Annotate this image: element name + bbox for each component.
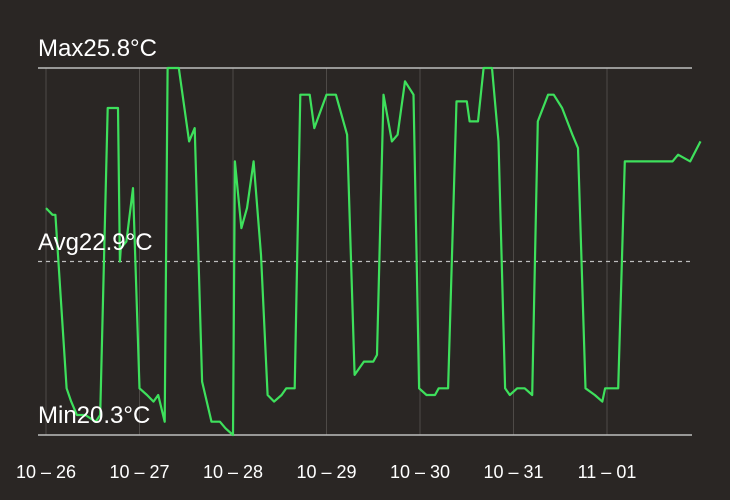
grid-lines xyxy=(45,68,608,435)
x-tick-label: 10 – 27 xyxy=(109,462,169,482)
x-tick-label: 10 – 28 xyxy=(203,462,263,482)
x-tick-label: 10 – 31 xyxy=(483,462,543,482)
x-tick-label: 10 – 29 xyxy=(296,462,356,482)
temperature-series-line xyxy=(45,66,702,437)
x-tick-label: 11 – 01 xyxy=(578,462,637,482)
avg-label: Avg22.9°C xyxy=(38,229,153,256)
max-label: Max25.8°C xyxy=(38,35,157,62)
min-label: Min20.3°C xyxy=(38,402,150,429)
x-tick-label: 10 – 30 xyxy=(390,462,450,482)
x-axis-ticks: 10 – 26 10 – 27 10 – 28 10 – 29 10 – 30 10 – … xyxy=(16,462,636,482)
x-tick-label: 10 – 26 xyxy=(16,462,76,482)
